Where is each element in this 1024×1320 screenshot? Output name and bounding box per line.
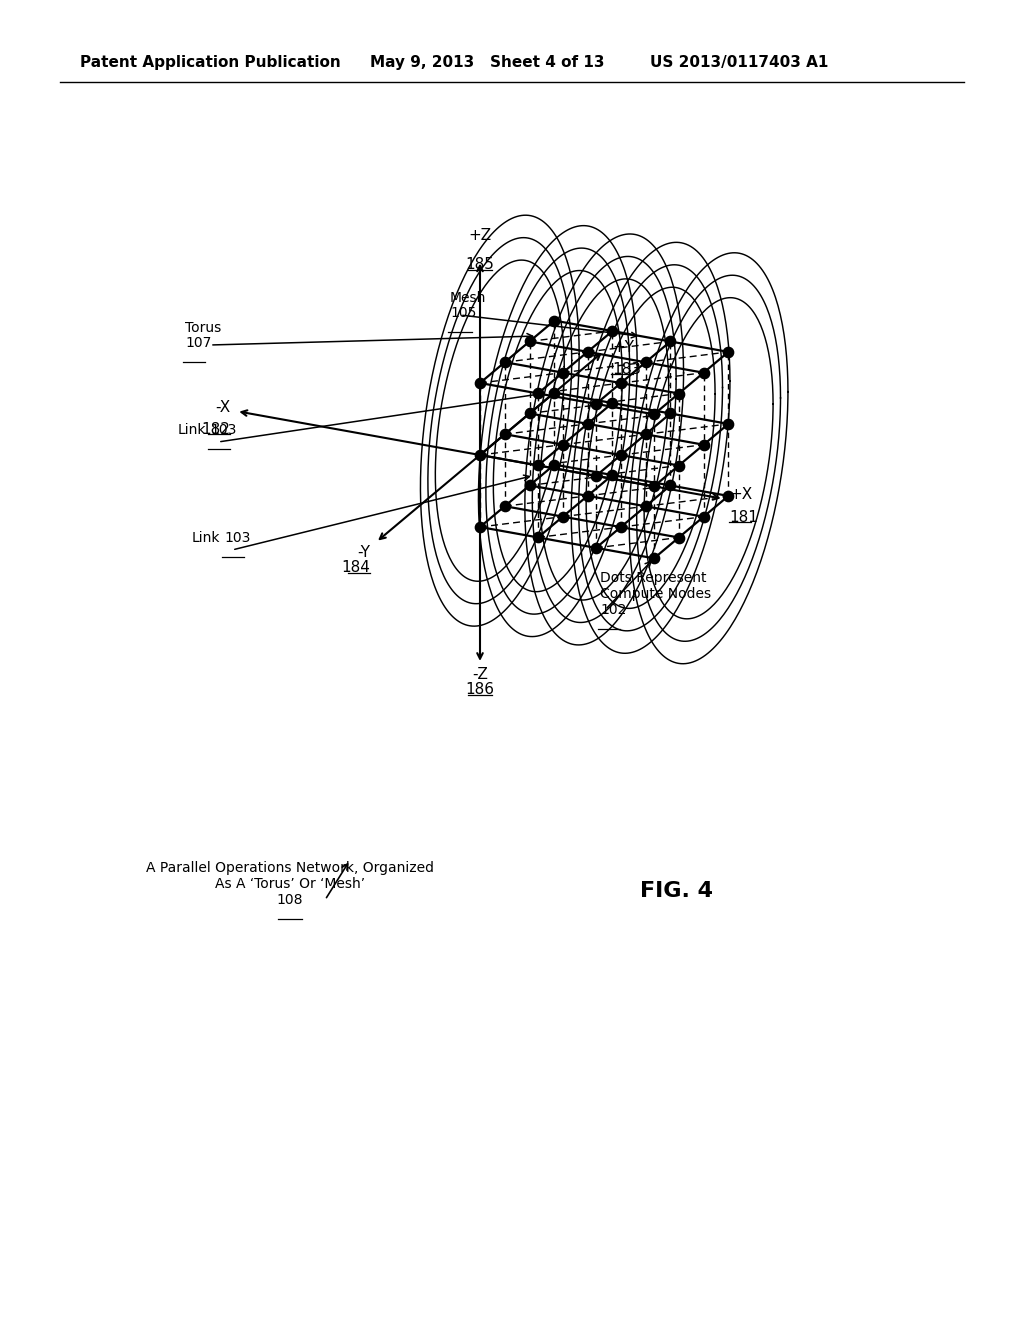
Point [663, 403, 679, 424]
Text: 103: 103 [210, 422, 237, 437]
Text: Compute Nodes: Compute Nodes [600, 587, 711, 601]
Text: +X: +X [729, 487, 753, 503]
Text: Torus: Torus [185, 321, 221, 335]
Point [472, 372, 488, 393]
Point [555, 362, 571, 383]
Text: +Y: +Y [612, 339, 634, 355]
Text: Patent Application Publication: Patent Application Publication [80, 54, 341, 70]
Point [521, 475, 538, 496]
Text: Mesh: Mesh [450, 290, 486, 305]
Point [663, 331, 679, 352]
Point [720, 486, 736, 507]
Point [646, 548, 663, 569]
Text: US 2013/0117403 A1: US 2013/0117403 A1 [650, 54, 828, 70]
Point [720, 413, 736, 434]
Point [695, 362, 712, 383]
Text: 185: 185 [466, 256, 495, 272]
Point [521, 331, 538, 352]
Text: A Parallel Operations Network, Organized: A Parallel Operations Network, Organized [146, 861, 434, 875]
Text: FIG. 4: FIG. 4 [640, 880, 713, 902]
Point [604, 465, 621, 486]
Point [637, 424, 653, 445]
Point [546, 310, 562, 331]
Text: Link: Link [178, 422, 207, 437]
Point [612, 445, 629, 466]
Point [720, 342, 736, 363]
Text: 182: 182 [202, 422, 230, 437]
Text: 107: 107 [185, 337, 211, 350]
Text: 105: 105 [450, 306, 476, 319]
Point [588, 466, 604, 487]
Point [497, 351, 513, 372]
Point [497, 495, 513, 516]
Point [529, 455, 546, 477]
Point [612, 372, 629, 393]
Text: May 9, 2013   Sheet 4 of 13: May 9, 2013 Sheet 4 of 13 [370, 54, 604, 70]
Point [612, 516, 629, 537]
Text: 102: 102 [600, 603, 627, 616]
Text: 181: 181 [729, 510, 759, 525]
Text: -Y: -Y [356, 545, 370, 561]
Text: Dots Represent: Dots Represent [600, 572, 707, 585]
Point [580, 342, 596, 363]
Text: 184: 184 [341, 561, 370, 576]
Point [472, 516, 488, 537]
Point [555, 434, 571, 455]
Point [580, 413, 596, 434]
Point [555, 506, 571, 527]
Point [580, 486, 596, 507]
Point [646, 404, 663, 425]
Point [646, 475, 663, 496]
Point [663, 475, 679, 496]
Point [588, 393, 604, 414]
Text: -X: -X [215, 400, 230, 414]
Point [588, 537, 604, 558]
Point [637, 351, 653, 372]
Text: Link: Link [193, 531, 220, 545]
Text: -Z: -Z [472, 667, 488, 682]
Point [671, 527, 687, 548]
Point [671, 383, 687, 404]
Point [604, 392, 621, 413]
Text: As A ‘Torus’ Or ‘Mesh’: As A ‘Torus’ Or ‘Mesh’ [215, 876, 366, 891]
Point [529, 383, 546, 404]
Point [546, 454, 562, 475]
Point [497, 424, 513, 445]
Point [695, 506, 712, 527]
Point [604, 321, 621, 342]
Text: 108: 108 [276, 894, 303, 907]
Text: 103: 103 [224, 531, 251, 545]
Text: 186: 186 [466, 682, 495, 697]
Point [521, 403, 538, 424]
Point [529, 527, 546, 548]
Point [546, 381, 562, 403]
Point [637, 496, 653, 517]
Point [671, 455, 687, 477]
Text: 183: 183 [612, 362, 641, 378]
Text: +Z: +Z [468, 227, 492, 243]
Point [472, 445, 488, 466]
Point [695, 434, 712, 455]
